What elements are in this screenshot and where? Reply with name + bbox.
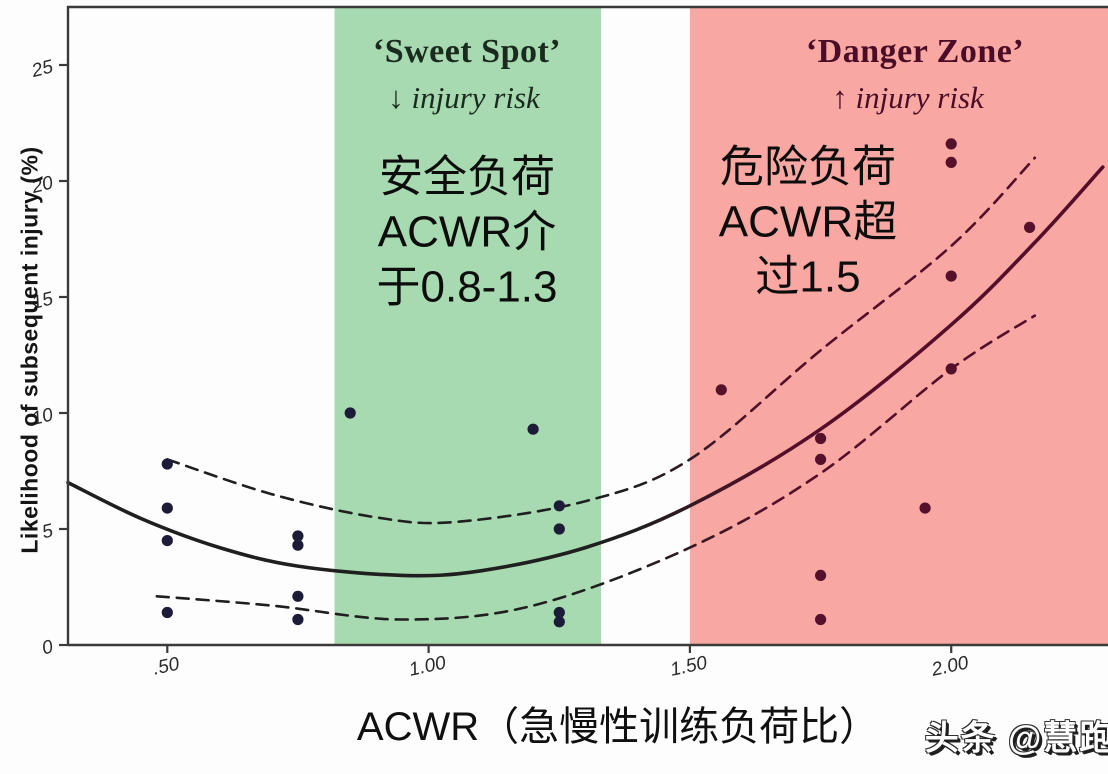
danger-zone-subtitle: ↑ injury risk bbox=[832, 80, 984, 115]
annotation-line: 危险负荷 bbox=[720, 142, 896, 192]
data-point bbox=[161, 606, 173, 619]
x-tick-label: 1.50 bbox=[668, 652, 709, 680]
data-point bbox=[553, 523, 565, 535]
x-tick-label: 2.00 bbox=[929, 652, 971, 681]
upper-confidence-band bbox=[165, 156, 1037, 525]
annotation-line: 安全负荷 bbox=[378, 152, 555, 202]
annotation-line: ACWR介 bbox=[377, 207, 557, 257]
data-point bbox=[919, 502, 931, 514]
data-point bbox=[553, 500, 565, 512]
data-point bbox=[161, 458, 173, 470]
data-point bbox=[292, 613, 304, 626]
data-point bbox=[945, 138, 957, 150]
y-tick-label: 25 bbox=[29, 56, 56, 82]
data-point bbox=[292, 590, 304, 602]
data-point bbox=[344, 407, 356, 419]
sweet-spot-subtitle: ↓ injury risk bbox=[388, 80, 540, 115]
data-point bbox=[815, 453, 827, 465]
data-point bbox=[292, 530, 304, 542]
data-point bbox=[161, 535, 173, 547]
data-point bbox=[815, 569, 827, 582]
lower-confidence-band bbox=[155, 314, 1037, 621]
data-point bbox=[945, 270, 957, 282]
data-point bbox=[1024, 221, 1036, 233]
data-point bbox=[715, 384, 727, 396]
data-point bbox=[527, 423, 539, 435]
data-point bbox=[553, 606, 565, 619]
sweet-spot-band bbox=[334, 8, 602, 644]
sweet-spot-title: ‘Sweet Spot’ bbox=[372, 33, 562, 70]
x-tick-label: .50 bbox=[151, 654, 182, 680]
data-point bbox=[815, 432, 827, 445]
data-point bbox=[553, 616, 565, 628]
y-axis-title: Likelihood of subsequent injury (%) bbox=[16, 146, 43, 554]
x-tick-label: 1.00 bbox=[407, 652, 448, 680]
danger-zone-band bbox=[689, 8, 1108, 644]
sweet-spot-annotation: 安全负荷 ACWR介 于0.8-1.3 bbox=[377, 150, 558, 315]
danger-zone-title: ‘Danger Zone’ bbox=[805, 33, 1025, 70]
data-point bbox=[945, 156, 957, 168]
annotation-line: ACWR超 bbox=[718, 197, 898, 247]
watermark: 头条 @慧跑 bbox=[924, 719, 1108, 758]
x-axis-title: ACWR（急慢性训练负荷比） bbox=[356, 705, 880, 749]
data-point bbox=[945, 363, 957, 375]
fitted-risk-curve bbox=[66, 165, 1105, 578]
data-point bbox=[292, 539, 304, 551]
danger-zone-annotation: 危险负荷 ACWR超 过1.5 bbox=[719, 140, 897, 305]
annotation-line: 于0.8-1.3 bbox=[376, 262, 558, 312]
y-tick-label: 0 bbox=[40, 636, 56, 659]
data-point bbox=[815, 613, 827, 626]
axis-frame bbox=[66, 5, 1108, 645]
annotation-line: 过1.5 bbox=[755, 252, 861, 302]
data-point bbox=[161, 502, 173, 514]
